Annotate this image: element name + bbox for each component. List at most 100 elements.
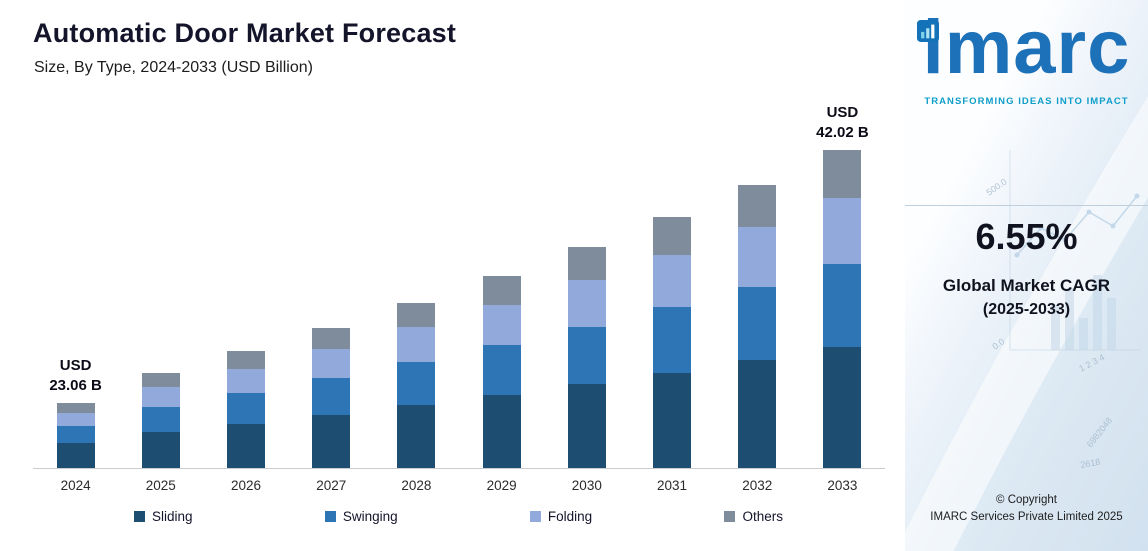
stacked-bar-2024 bbox=[56, 403, 95, 468]
segment-sliding-2030 bbox=[567, 384, 606, 468]
value-annotation-2024: USD 23.06 B bbox=[49, 357, 102, 394]
segment-swinging-2027 bbox=[312, 378, 351, 415]
segment-folding-2029 bbox=[482, 304, 521, 345]
legend: Sliding Swinging Folding Others bbox=[134, 509, 783, 524]
x-axis-label-2028: 2028 bbox=[401, 478, 432, 493]
imarc-logo: imarc bbox=[905, 10, 1148, 100]
brand-panel: 500.0 0.0 1 2 3 4 6982048 2618 imarc TRA… bbox=[905, 0, 1148, 551]
cagr-value: 6.55% bbox=[975, 216, 1078, 257]
segment-folding-2027 bbox=[312, 348, 351, 379]
stacked-bar-2033 bbox=[823, 150, 862, 468]
segment-folding-2026 bbox=[227, 368, 265, 394]
bar-group-2030: 2030 bbox=[544, 88, 629, 493]
segment-folding-2032 bbox=[738, 227, 777, 287]
decor-number: 500.0 bbox=[984, 177, 1008, 198]
x-axis-label-2026: 2026 bbox=[230, 478, 262, 493]
legend-item-swinging: Swinging bbox=[324, 509, 398, 524]
bar-group-2031: 2031 bbox=[629, 88, 714, 493]
segment-swinging-2025 bbox=[141, 407, 180, 432]
bar-group-2026: 2026 bbox=[203, 88, 288, 493]
stacked-bar-2030 bbox=[567, 247, 606, 468]
bars: 2024 USD 23.06 B 2025 2026 2027 2028 2029 2030 20… bbox=[33, 88, 885, 493]
x-axis-label-2027: 2027 bbox=[316, 478, 347, 493]
bar-group-2024: 2024 USD 23.06 B bbox=[33, 88, 118, 493]
x-axis-label-2024: 2024 bbox=[60, 478, 91, 493]
x-axis-label-2032: 2032 bbox=[742, 478, 773, 493]
segment-folding-2024 bbox=[56, 412, 95, 427]
chart-area: 2024 USD 23.06 B 2025 2026 2027 2028 2029 2030 20… bbox=[33, 88, 885, 493]
segment-swinging-2031 bbox=[653, 307, 692, 373]
decor-number: 1 2 3 4 bbox=[1077, 352, 1106, 374]
segment-folding-2030 bbox=[567, 280, 606, 327]
x-axis-label-2025: 2025 bbox=[145, 478, 176, 493]
legend-item-others: Others bbox=[724, 509, 783, 524]
segment-folding-2033 bbox=[823, 197, 862, 265]
segment-folding-2025 bbox=[141, 387, 180, 408]
segment-swinging-2028 bbox=[397, 362, 436, 406]
segment-others-2029 bbox=[482, 275, 521, 305]
segment-others-2028 bbox=[397, 302, 436, 328]
segment-swinging-2030 bbox=[567, 326, 606, 385]
legend-item-folding: Folding bbox=[529, 509, 593, 524]
legend-label-swinging: Swinging bbox=[342, 509, 398, 524]
x-axis-label-2033: 2033 bbox=[827, 478, 858, 493]
stacked-bar-2032 bbox=[738, 184, 777, 468]
stacked-bar-2028 bbox=[397, 302, 436, 469]
segment-others-2033 bbox=[823, 150, 862, 198]
segment-others-2027 bbox=[312, 327, 351, 349]
legend-swatch-folding bbox=[529, 511, 541, 522]
segment-others-2032 bbox=[738, 184, 777, 228]
segment-sliding-2028 bbox=[397, 405, 436, 468]
segment-others-2031 bbox=[653, 216, 692, 255]
segment-swinging-2024 bbox=[56, 426, 95, 444]
cagr-years: (2025-2033) bbox=[982, 301, 1071, 318]
segment-sliding-2033 bbox=[823, 347, 862, 468]
stacked-bar-2031 bbox=[653, 216, 692, 468]
copyright-line2: IMARC Services Private Limited 2025 bbox=[930, 511, 1123, 524]
bar-group-2032: 2032 bbox=[715, 88, 800, 493]
decor-number: 2618 bbox=[1080, 457, 1101, 470]
legend-swatch-sliding bbox=[134, 511, 145, 522]
panel-divider bbox=[905, 205, 1148, 206]
bar-group-2027: 2027 bbox=[289, 88, 374, 493]
legend-label-sliding: Sliding bbox=[152, 509, 193, 524]
legend-item-sliding: Sliding bbox=[134, 509, 193, 524]
segment-others-2025 bbox=[141, 373, 180, 388]
stacked-bar-2029 bbox=[482, 275, 521, 468]
legend-swatch-others bbox=[724, 511, 736, 522]
page-title: Automatic Door Market Forecast bbox=[33, 18, 457, 48]
segment-sliding-2026 bbox=[227, 423, 265, 468]
segment-others-2024 bbox=[56, 403, 95, 413]
decor-number: 6982048 bbox=[1085, 415, 1114, 449]
value-annotation-2033: USD 42.02 B bbox=[816, 104, 869, 141]
segment-folding-2031 bbox=[653, 254, 692, 308]
segment-swinging-2032 bbox=[738, 286, 777, 361]
segment-sliding-2029 bbox=[482, 394, 521, 468]
stacked-bar-2027 bbox=[312, 327, 351, 468]
chart-panel: Automatic Door Market Forecast Size, By … bbox=[33, 18, 885, 524]
bar-group-2033: 2033 USD 42.02 B bbox=[800, 88, 885, 493]
chart-subtitle: Size, By Type, 2024-2033 (USD Billion) bbox=[34, 59, 313, 76]
copyright-line1: © Copyright bbox=[996, 494, 1057, 506]
decor-number: 0.0 bbox=[990, 336, 1006, 351]
segment-sliding-2027 bbox=[312, 414, 351, 468]
segment-sliding-2032 bbox=[738, 360, 777, 468]
x-axis-label-2030: 2030 bbox=[571, 478, 602, 493]
bar-group-2029: 2029 bbox=[459, 88, 544, 493]
legend-swatch-swinging bbox=[324, 511, 336, 522]
x-axis-label-2031: 2031 bbox=[657, 478, 688, 493]
segment-swinging-2033 bbox=[823, 264, 862, 348]
stacked-bar-2026 bbox=[227, 351, 265, 468]
legend-label-folding: Folding bbox=[547, 509, 593, 524]
cagr-label: Global Market CAGR bbox=[942, 276, 1111, 295]
segment-swinging-2029 bbox=[482, 344, 521, 395]
stacked-bar-2025 bbox=[141, 373, 180, 468]
logo-text: imarc bbox=[922, 5, 1131, 90]
bar-group-2025: 2025 bbox=[118, 88, 203, 493]
bar-group-2028: 2028 bbox=[374, 88, 459, 493]
segment-sliding-2024 bbox=[56, 443, 95, 468]
copyright: © Copyright IMARC Services Private Limit… bbox=[905, 492, 1148, 527]
segment-swinging-2026 bbox=[227, 393, 265, 424]
segment-others-2030 bbox=[567, 247, 606, 281]
